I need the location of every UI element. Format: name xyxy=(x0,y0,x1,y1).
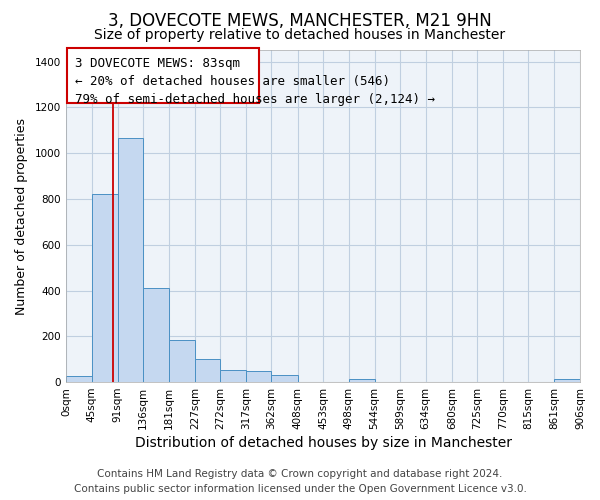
Bar xyxy=(554,379,580,382)
Bar xyxy=(143,288,169,382)
Text: 3, DOVECOTE MEWS, MANCHESTER, M21 9HN: 3, DOVECOTE MEWS, MANCHESTER, M21 9HN xyxy=(108,12,492,30)
X-axis label: Distribution of detached houses by size in Manchester: Distribution of detached houses by size … xyxy=(134,436,512,450)
FancyBboxPatch shape xyxy=(67,48,259,103)
Bar xyxy=(271,375,298,382)
Text: 3 DOVECOTE MEWS: 83sqm
← 20% of detached houses are smaller (546)
79% of semi-de: 3 DOVECOTE MEWS: 83sqm ← 20% of detached… xyxy=(75,57,435,106)
Bar xyxy=(349,379,374,382)
Bar xyxy=(169,340,195,382)
Text: Contains HM Land Registry data © Crown copyright and database right 2024.
Contai: Contains HM Land Registry data © Crown c… xyxy=(74,469,526,494)
Bar xyxy=(66,376,92,382)
Bar xyxy=(246,372,271,382)
Text: Size of property relative to detached houses in Manchester: Size of property relative to detached ho… xyxy=(94,28,506,42)
Bar xyxy=(92,194,118,382)
Y-axis label: Number of detached properties: Number of detached properties xyxy=(15,118,28,314)
Bar xyxy=(118,138,143,382)
Bar xyxy=(220,370,246,382)
Bar xyxy=(195,359,220,382)
